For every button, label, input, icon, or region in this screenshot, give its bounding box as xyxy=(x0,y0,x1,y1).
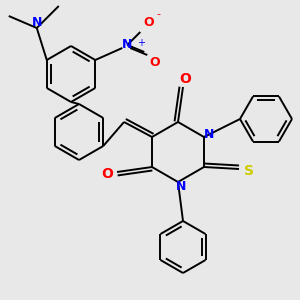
Text: N: N xyxy=(176,181,186,194)
Text: O: O xyxy=(149,56,160,68)
Text: N: N xyxy=(122,38,133,52)
Text: N: N xyxy=(204,128,214,142)
Text: O: O xyxy=(101,167,113,181)
Text: O: O xyxy=(143,16,154,28)
Text: -: - xyxy=(156,9,160,19)
Text: O: O xyxy=(179,72,191,86)
Text: +: + xyxy=(137,38,145,48)
Text: N: N xyxy=(32,16,42,28)
Text: S: S xyxy=(244,164,254,178)
